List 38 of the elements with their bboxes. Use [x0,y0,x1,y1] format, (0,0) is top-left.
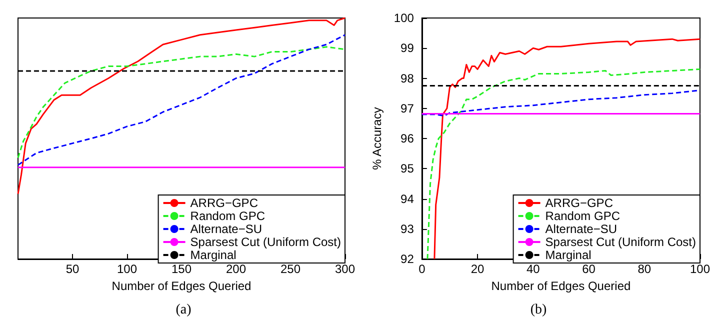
y-tick-label: 96 [400,132,414,146]
text: (b) [530,302,547,318]
x-tick-label: 0 [418,262,426,276]
y-tick-label: 93 [400,222,414,236]
y-tick-label: 98 [400,71,414,86]
legend-label: Random GPC [190,209,266,223]
legend-label: ARRG−GPC [545,196,614,210]
text: (a) [176,302,192,318]
y-axis-title: % Accuracy [370,107,384,170]
x-axis-title: Number of Edges Queried [491,278,631,293]
x-tick-label: 200 [226,262,246,276]
y-tick-label: 94 [400,192,414,206]
legend-label: Marginal [190,248,236,262]
legend-label: Alternate−SU [545,222,618,236]
line-series [426,68,701,260]
x-tick-label: 50 [66,262,80,276]
y-tick-label: 95 [400,162,414,176]
x-tick-label: 20 [470,262,485,276]
legend-label: Random GPC [545,209,620,223]
legend-label: Sparsest Cut (Uniform Cost) [190,235,342,249]
legend-label: Sparsest Cut (Uniform Cost) [545,235,696,249]
y-tick-label: 100 [394,11,414,25]
y-tick-label: 99 [400,41,414,56]
x-tick-label: 80 [638,262,652,276]
line-series [434,38,701,260]
y-tick-label: 97 [400,101,414,116]
legend-label: ARRG−GPC [190,196,258,210]
x-tick-label: 300 [334,262,356,276]
legend-label: Alternate−SU [190,222,262,236]
x-tick-label: 40 [526,262,540,276]
x-tick-label: 100 [690,262,710,276]
x-tick-label: 100 [116,262,138,276]
legend-label: Marginal [545,248,592,262]
y-tick-label: 92 [400,252,414,266]
x-tick-label: 150 [171,262,192,276]
x-tick-label: 60 [582,262,596,276]
x-axis-title: Number of Edges Queried [112,278,252,293]
x-tick-label: 250 [280,262,301,276]
